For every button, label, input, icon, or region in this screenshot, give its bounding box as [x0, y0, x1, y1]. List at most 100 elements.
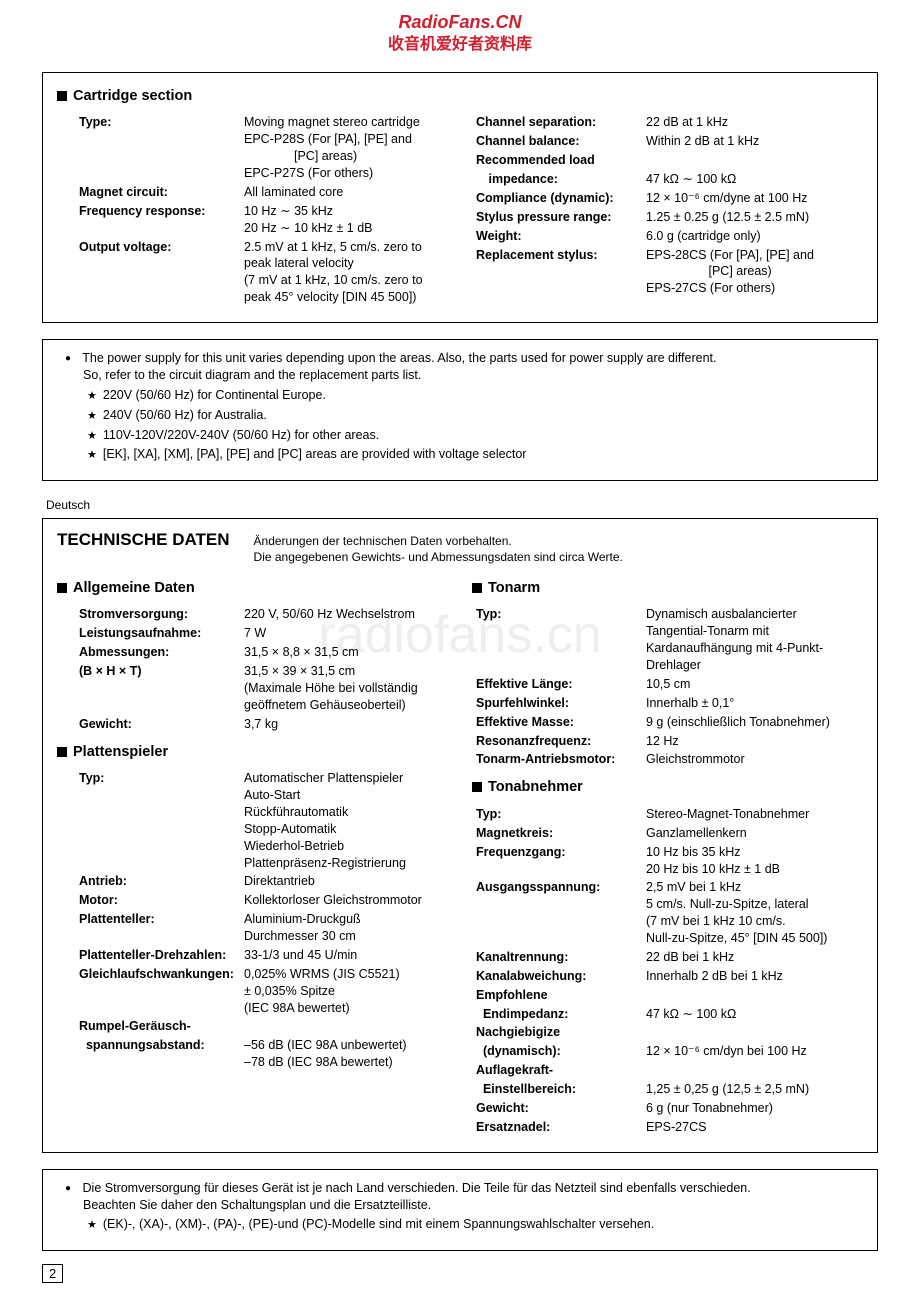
spec-label: Frequency response: [57, 203, 244, 237]
spec-row: Ersatznadel:EPS-27CS [472, 1119, 863, 1136]
spec-value: EPS-27CS [646, 1119, 863, 1136]
spec-value: Stereo-Magnet-Tonabnehmer [646, 806, 863, 823]
spec-row: Kanalabweichung:Innerhalb 2 dB bei 1 kHz [472, 968, 863, 985]
spec-value: 220 V, 50/60 Hz Wechselstrom [244, 606, 448, 623]
power-item: 240V (50/60 Hz) for Australia. [65, 407, 863, 424]
spec-row: Tonarm-Antriebsmotor:Gleichstrommotor [472, 751, 863, 768]
tech-left-col: Allgemeine Daten Stromversorgung:220 V, … [57, 575, 448, 1138]
spec-row: Gewicht:3,7 kg [57, 716, 448, 733]
spec-label: Stylus pressure range: [472, 209, 646, 226]
spec-label: (dynamisch): [472, 1043, 646, 1060]
spec-value: 12 × 10⁻⁶ cm/dyn bei 100 Hz [646, 1043, 863, 1060]
spec-value: All laminated core [244, 184, 448, 201]
tech-cols: Allgemeine Daten Stromversorgung:220 V, … [57, 575, 863, 1138]
spec-label: Channel separation: [472, 114, 646, 131]
spec-value: 22 dB bei 1 kHz [646, 949, 863, 966]
spec-row: Gewicht:6 g (nur Tonabnehmer) [472, 1100, 863, 1117]
spec-label: Typ: [57, 770, 244, 871]
spec-label: Output voltage: [57, 239, 244, 307]
spec-label: Empfohlene [472, 987, 646, 1004]
spec-value: Automatischer PlattenspielerAuto-StartRü… [244, 770, 448, 871]
spec-label: Weight: [472, 228, 646, 245]
spec-row: Magnetkreis:Ganzlamellenkern [472, 825, 863, 842]
spec-label: Gewicht: [472, 1100, 646, 1117]
spec-row: Leistungsaufnahme:7 W [57, 625, 448, 642]
spec-row: Empfohlene [472, 987, 863, 1004]
tech-header-row: TECHNISCHE DATEN Änderungen der technisc… [57, 529, 863, 565]
spec-label: Ausgangsspannung: [472, 879, 646, 947]
spec-row: Plattenteller-Drehzahlen:33-1/3 und 45 U… [57, 947, 448, 964]
banner-subtitle: 收音机爱好者资料库 [42, 34, 878, 56]
spec-row: Weight:6.0 g (cartridge only) [472, 228, 863, 245]
spec-label: Resonanzfrequenz: [472, 733, 646, 750]
spec-row: Effektive Masse:9 g (einschließlich Tona… [472, 714, 863, 731]
spec-label: Gewicht: [57, 716, 244, 733]
spec-label: Endimpedanz: [472, 1006, 646, 1023]
spec-row: spannungsabstand:–56 dB (IEC 98A unbewer… [57, 1037, 448, 1071]
spec-value [646, 152, 863, 169]
spec-row: Channel separation:22 dB at 1 kHz [472, 114, 863, 131]
spec-row: Replacement stylus:EPS-28CS (For [PA], [… [472, 247, 863, 298]
spec-value: Moving magnet stereo cartridgeEPC-P28S (… [244, 114, 448, 182]
text: Beachten Sie daher den Schaltungsplan un… [65, 1197, 431, 1214]
spec-label: Spurfehlwinkel: [472, 695, 646, 712]
plattenspieler-title: Plattenspieler [57, 743, 448, 763]
allgemeine-rows: Stromversorgung:220 V, 50/60 Hz Wechsels… [57, 606, 448, 732]
spec-row: Frequency response:10 Hz ∼ 35 kHz20 Hz ∼… [57, 203, 448, 237]
power-note-de-list: Die Stromversorgung für dieses Gerät ist… [57, 1180, 863, 1234]
spec-label: Ersatznadel: [472, 1119, 646, 1136]
spec-row: Gleichlaufschwankungen:0,025% WRMS (JIS … [57, 966, 448, 1017]
spec-label: impedance: [472, 171, 646, 188]
spec-row: Kanaltrennung:22 dB bei 1 kHz [472, 949, 863, 966]
text: Die Stromversorgung für dieses Gerät ist… [83, 1181, 751, 1195]
spec-value: Innerhalb 2 dB bei 1 kHz [646, 968, 863, 985]
spec-value: 10 Hz bis 35 kHz20 Hz bis 10 kHz ± 1 dB [646, 844, 863, 878]
spec-row: Nachgiebigize [472, 1024, 863, 1041]
spec-row: Auflagekraft- [472, 1062, 863, 1079]
tech-header: TECHNISCHE DATEN [57, 529, 230, 552]
spec-value: 31,5 × 39 × 31,5 cm(Maximale Höhe bei vo… [244, 663, 448, 714]
page: radiofans.cn RadioFans.CN 收音机爱好者资料库 Cart… [0, 0, 920, 1297]
spec-value: 10 Hz ∼ 35 kHz20 Hz ∼ 10 kHz ± 1 dB [244, 203, 448, 237]
power-item: 110V-120V/220V-240V (50/60 Hz) for other… [65, 427, 863, 444]
spec-row: Stromversorgung:220 V, 50/60 Hz Wechsels… [57, 606, 448, 623]
spec-value: –56 dB (IEC 98A unbewertet)–78 dB (IEC 9… [244, 1037, 448, 1071]
spec-label: Stromversorgung: [57, 606, 244, 623]
spec-value: 6.0 g (cartridge only) [646, 228, 863, 245]
spec-label: Nachgiebigize [472, 1024, 646, 1041]
banner-title: RadioFans.CN [42, 10, 878, 34]
tonarm-title: Tonarm [472, 579, 863, 599]
power-item-de: (EK)-, (XA)-, (XM)-, (PA)-, (PE)-und (PC… [65, 1216, 863, 1233]
spec-value: Gleichstrommotor [646, 751, 863, 768]
spec-value: 47 kΩ ∼ 100 kΩ [646, 171, 863, 188]
spec-row: Channel balance:Within 2 dB at 1 kHz [472, 133, 863, 150]
spec-row: Typ:Dynamisch ausbalancierterTangential-… [472, 606, 863, 674]
spec-value: 31,5 × 8,8 × 31,5 cm [244, 644, 448, 661]
spec-label: Typ: [472, 806, 646, 823]
spec-label: Kanaltrennung: [472, 949, 646, 966]
spec-row: Effektive Länge:10,5 cm [472, 676, 863, 693]
spec-row: Typ:Automatischer PlattenspielerAuto-Sta… [57, 770, 448, 871]
spec-row: Frequenzgang:10 Hz bis 35 kHz20 Hz bis 1… [472, 844, 863, 878]
spec-row: Plattenteller:Aluminium-DruckgußDurchmes… [57, 911, 448, 945]
spec-value: 6 g (nur Tonabnehmer) [646, 1100, 863, 1117]
cartridge-cols: Type:Moving magnet stereo cartridgeEPC-P… [57, 114, 863, 308]
spec-row: impedance:47 kΩ ∼ 100 kΩ [472, 171, 863, 188]
spec-label: Motor: [57, 892, 244, 909]
spec-label: Plattenteller: [57, 911, 244, 945]
spec-value [244, 1018, 448, 1035]
spec-row: (B × H × T)31,5 × 39 × 31,5 cm(Maximale … [57, 663, 448, 714]
spec-row: Einstellbereich:1,25 ± 0,25 g (12,5 ± 2,… [472, 1081, 863, 1098]
spec-label: Replacement stylus: [472, 247, 646, 298]
spec-value: EPS-28CS (For [PA], [PE] and [PC] areas)… [646, 247, 863, 298]
plattenspieler-rows: Typ:Automatischer PlattenspielerAuto-Sta… [57, 770, 448, 1071]
spec-row: Rumpel-Geräusch- [57, 1018, 448, 1035]
spec-value: 2,5 mV bei 1 kHz5 cm/s. Null-zu-Spitze, … [646, 879, 863, 947]
spec-label: Compliance (dynamic): [472, 190, 646, 207]
spec-row: Stylus pressure range:1.25 ± 0.25 g (12.… [472, 209, 863, 226]
spec-value: 0,025% WRMS (JIS C5521)± 0,035% Spitze(I… [244, 966, 448, 1017]
text: The power supply for this unit varies de… [82, 351, 716, 365]
spec-value: 33-1/3 und 45 U/min [244, 947, 448, 964]
tonabnehmer-title: Tonabnehmer [472, 778, 863, 798]
tech-right-col: Tonarm Typ:Dynamisch ausbalancierterTang… [472, 575, 863, 1138]
